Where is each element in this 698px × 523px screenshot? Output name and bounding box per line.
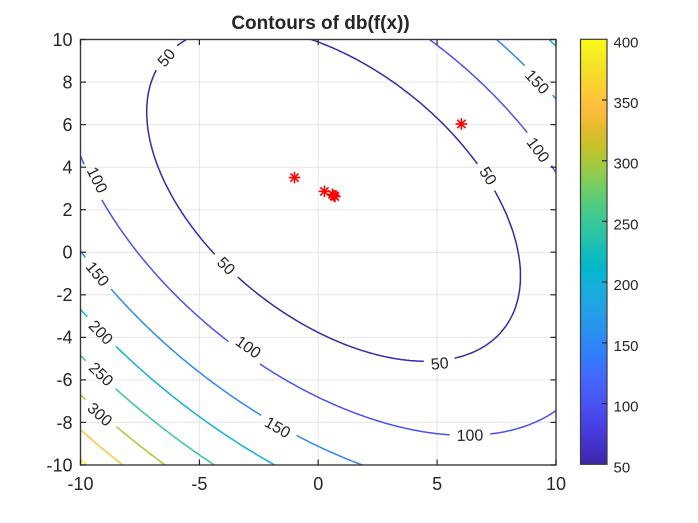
svg-text:10: 10 <box>52 30 72 50</box>
svg-text:-5: -5 <box>191 474 207 494</box>
svg-text:4: 4 <box>62 158 72 178</box>
svg-text:250: 250 <box>614 216 639 233</box>
svg-text:-2: -2 <box>56 285 72 305</box>
svg-text:-8: -8 <box>56 413 72 433</box>
svg-text:150: 150 <box>614 338 639 355</box>
svg-text:100: 100 <box>457 427 484 445</box>
svg-text:Contours of db(f(x)): Contours of db(f(x)) <box>231 13 409 34</box>
svg-text:50: 50 <box>614 459 631 476</box>
svg-text:100: 100 <box>614 399 639 416</box>
svg-text:0: 0 <box>62 243 72 263</box>
svg-text:-10: -10 <box>46 455 72 475</box>
svg-text:200: 200 <box>614 277 639 294</box>
svg-text:5: 5 <box>432 474 442 494</box>
svg-text:0: 0 <box>313 474 323 494</box>
svg-text:6: 6 <box>62 115 72 135</box>
svg-text:300: 300 <box>614 156 639 173</box>
svg-text:400: 400 <box>614 34 639 51</box>
svg-text:-4: -4 <box>56 328 72 348</box>
svg-text:-10: -10 <box>67 474 93 494</box>
svg-text:10: 10 <box>546 474 566 494</box>
svg-text:350: 350 <box>614 95 639 112</box>
svg-text:8: 8 <box>62 72 72 92</box>
svg-text:2: 2 <box>62 200 72 220</box>
svg-text:50: 50 <box>430 355 449 374</box>
svg-text:-6: -6 <box>56 370 72 390</box>
